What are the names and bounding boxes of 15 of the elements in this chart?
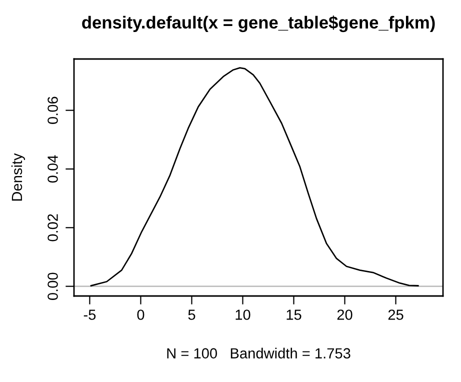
x-tick-label: 5	[188, 310, 196, 320]
y-tick-label: 0.06	[48, 96, 58, 124]
x-tick-label: 10	[236, 310, 250, 320]
y-tick-label: 0.02	[48, 214, 58, 242]
line-series	[90, 67, 419, 286]
x-tick-label: -5	[84, 310, 96, 320]
x-axis-title: N = 100 Bandwidth = 1.753	[167, 348, 350, 358]
chart-title: density.default(x = gene_table$gene_fpkm)	[82, 16, 435, 32]
x-tick-label: 0	[137, 310, 144, 320]
x-tick-label: 20	[337, 310, 352, 320]
y-axis-title: Density	[11, 153, 25, 201]
x-tick-label: 15	[286, 310, 302, 320]
y-tick-label: 0.00	[48, 272, 58, 300]
x-tick-label: 25	[388, 310, 404, 320]
y-tick-label: 0.04	[48, 155, 58, 183]
